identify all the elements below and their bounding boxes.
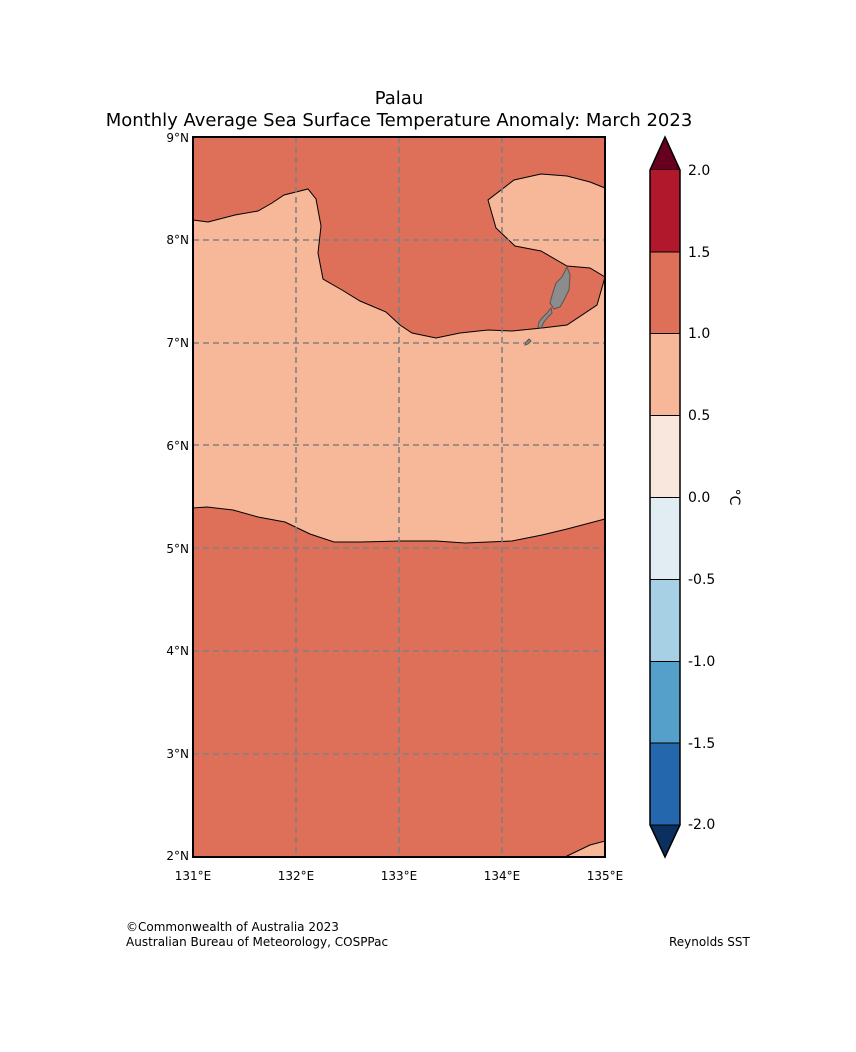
- colorbar-tick: -2.0: [688, 817, 715, 833]
- footer-credits: ©Commonwealth of Australia 2023 Australi…: [126, 920, 388, 950]
- colorbar-dividers: [650, 251, 680, 744]
- map-subtitle: Monthly Average Sea Surface Temperature …: [105, 110, 693, 131]
- lon-tick: 134°E: [484, 869, 521, 883]
- lat-tick: 9°N: [166, 131, 189, 145]
- colorbar-bin: [650, 497, 680, 580]
- lat-tick: 4°N: [166, 644, 189, 658]
- lat-tick: 5°N: [166, 542, 189, 556]
- colorbar-bin: [650, 743, 680, 825]
- colorbar-unit-label: °C: [726, 489, 742, 506]
- colorbar-bin: [650, 579, 680, 662]
- lon-tick: 135°E: [587, 869, 624, 883]
- peleliu-island: [524, 338, 532, 346]
- colorbar-tick: 0.0: [688, 490, 710, 506]
- data-source-text: Reynolds SST: [669, 935, 750, 949]
- lon-tick: 131°E: [175, 869, 212, 883]
- lon-axis: 131°E 132°E 133°E 134°E 135°E: [175, 869, 624, 883]
- agency-text: Australian Bureau of Meteorology, COSPPa…: [126, 935, 389, 949]
- colorbar-tick: 2.0: [688, 163, 710, 179]
- palau-land: [524, 265, 571, 346]
- colorbar: 2.0 1.5 1.0 0.5 0.0 -0.5 -1.0 -1.5 -2.0 …: [649, 135, 742, 859]
- lon-tick: 133°E: [381, 869, 418, 883]
- colorbar-tick: 1.0: [688, 326, 710, 342]
- babeldaob-island: [549, 265, 571, 310]
- map-frame: [192, 136, 606, 858]
- colorbar-bin: [650, 170, 680, 252]
- lat-tick: 7°N: [166, 336, 189, 350]
- lat-tick: 2°N: [166, 849, 189, 863]
- colorbar-tick: -1.0: [688, 654, 715, 670]
- colorbar-tick: 0.5: [688, 408, 710, 424]
- copyright-text: ©Commonwealth of Australia 2023: [126, 920, 339, 934]
- colorbar-extend-max: [649, 135, 681, 171]
- colorbar-bin: [650, 415, 680, 498]
- colorbar-tick: -0.5: [688, 572, 715, 588]
- gridlines: [193, 137, 605, 857]
- lon-tick: 132°E: [278, 869, 315, 883]
- colorbar-bin: [650, 252, 680, 334]
- lat-tick: 8°N: [166, 233, 189, 247]
- lat-axis: 9°N 8°N 7°N 6°N 5°N 4°N 3°N 2°N: [166, 131, 189, 863]
- map-panel: [192, 136, 606, 858]
- colorbar-outline: [649, 135, 681, 859]
- colorbar-extend-min: [649, 824, 681, 859]
- colorbar-tick: 1.5: [688, 245, 710, 261]
- colorbar-tick: -1.5: [688, 736, 715, 752]
- colorbar-bin: [650, 333, 680, 416]
- lat-tick: 3°N: [166, 747, 189, 761]
- lat-tick: 6°N: [166, 439, 189, 453]
- colorbar-bin: [650, 661, 680, 743]
- map-title: Palau: [374, 88, 424, 109]
- koror-islets: [537, 306, 553, 329]
